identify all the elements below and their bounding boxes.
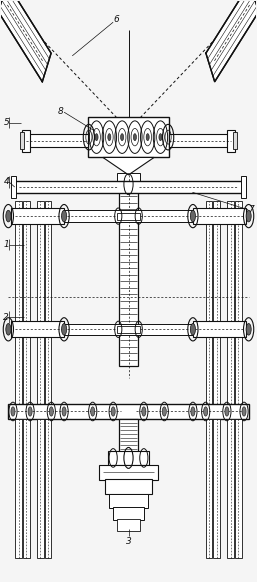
Circle shape	[6, 324, 11, 335]
Text: 7: 7	[248, 205, 254, 214]
Bar	[241, 176, 246, 198]
Circle shape	[246, 324, 251, 335]
Bar	[88, 117, 169, 158]
Bar	[15, 201, 22, 416]
Bar	[108, 450, 149, 465]
Polygon shape	[206, 0, 257, 81]
Bar	[45, 418, 51, 558]
Bar	[26, 134, 88, 147]
Bar	[11, 208, 64, 224]
Bar	[23, 418, 30, 558]
Circle shape	[62, 407, 66, 416]
Bar	[213, 418, 220, 558]
Text: 8: 8	[58, 107, 64, 115]
Circle shape	[159, 134, 162, 141]
Bar	[117, 326, 140, 333]
Circle shape	[162, 407, 166, 416]
Bar	[37, 201, 44, 416]
Bar	[117, 172, 140, 182]
Bar	[227, 130, 235, 152]
Bar	[117, 519, 140, 531]
Bar	[119, 183, 138, 367]
Circle shape	[11, 407, 15, 416]
Circle shape	[190, 324, 196, 335]
Circle shape	[108, 134, 111, 141]
Bar	[22, 130, 30, 152]
Circle shape	[204, 407, 208, 416]
Circle shape	[133, 134, 136, 141]
Bar	[20, 132, 24, 150]
Bar	[233, 132, 237, 150]
Circle shape	[95, 134, 98, 141]
Bar	[206, 201, 212, 416]
Circle shape	[61, 210, 67, 222]
Bar	[227, 201, 234, 416]
Bar	[11, 321, 64, 338]
Bar	[105, 479, 152, 494]
Bar	[213, 201, 220, 416]
Circle shape	[146, 134, 149, 141]
Bar	[113, 507, 144, 520]
Bar	[37, 418, 44, 558]
Bar	[227, 418, 234, 558]
Bar	[45, 201, 51, 416]
Circle shape	[6, 210, 11, 222]
Circle shape	[142, 407, 146, 416]
Bar	[64, 324, 193, 335]
Circle shape	[91, 407, 95, 416]
Text: 5: 5	[3, 118, 9, 127]
Bar	[99, 464, 158, 480]
Bar	[8, 404, 249, 418]
Circle shape	[49, 407, 53, 416]
Circle shape	[28, 407, 32, 416]
Bar	[235, 418, 242, 558]
Polygon shape	[103, 158, 154, 175]
Bar	[193, 321, 246, 338]
Polygon shape	[0, 0, 51, 81]
Circle shape	[111, 407, 115, 416]
Bar	[15, 180, 242, 193]
Circle shape	[121, 134, 124, 141]
Bar	[117, 212, 140, 219]
Bar	[119, 418, 138, 456]
Circle shape	[242, 407, 246, 416]
Bar	[23, 201, 30, 416]
Bar	[64, 210, 193, 222]
Bar	[11, 176, 16, 198]
Circle shape	[61, 324, 67, 335]
Text: 4: 4	[3, 178, 9, 186]
Bar	[235, 201, 242, 416]
Bar	[15, 418, 22, 558]
Text: 6: 6	[113, 15, 119, 24]
Circle shape	[246, 210, 251, 222]
Text: 1: 1	[3, 240, 9, 249]
Circle shape	[191, 407, 195, 416]
Bar	[206, 418, 212, 558]
Circle shape	[225, 407, 229, 416]
Bar	[169, 134, 231, 147]
Circle shape	[190, 210, 196, 222]
Bar	[109, 494, 148, 508]
Text: 3: 3	[126, 537, 131, 546]
Text: 2: 2	[3, 313, 9, 322]
Bar	[193, 208, 246, 224]
